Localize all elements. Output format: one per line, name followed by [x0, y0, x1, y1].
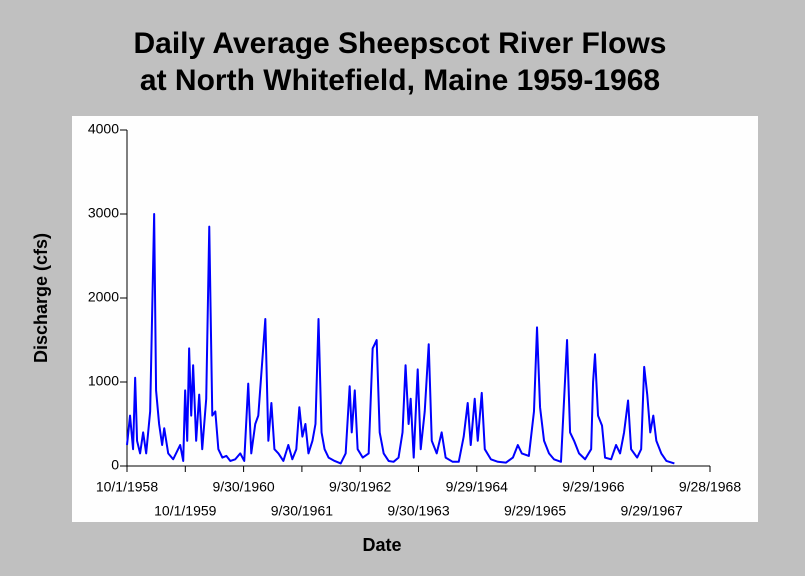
flow-line	[126, 213, 675, 465]
x-tick-label: 10/1/1959	[154, 503, 216, 519]
x-tick-label: 10/1/1958	[96, 479, 158, 495]
chart-title: Daily Average Sheepscot River Flows	[134, 27, 667, 60]
y-tick-label: 4000	[88, 121, 119, 137]
y-tick-label: 1000	[88, 373, 119, 389]
x-tick-label: 9/30/1963	[387, 503, 449, 519]
chart-title: at North Whitefield, Maine 1959-1968	[140, 64, 660, 97]
y-tick-label: 3000	[88, 205, 119, 221]
plot-panel	[72, 116, 758, 522]
x-tick-label: 9/28/1968	[679, 479, 741, 495]
x-tick-label: 9/30/1961	[271, 503, 333, 519]
x-axis-title: Date	[362, 535, 401, 555]
x-tick-label: 9/29/1964	[446, 479, 508, 495]
x-tick-label: 9/30/1960	[212, 479, 274, 495]
y-tick-label: 0	[111, 457, 119, 473]
x-tick-label: 9/29/1965	[504, 503, 566, 519]
y-tick-label: 2000	[88, 289, 119, 305]
x-tick-label: 9/29/1966	[562, 479, 624, 495]
x-tick-label: 9/29/1967	[621, 503, 683, 519]
y-axis-title: Discharge (cfs)	[31, 233, 51, 363]
x-tick-label: 9/30/1962	[329, 479, 391, 495]
